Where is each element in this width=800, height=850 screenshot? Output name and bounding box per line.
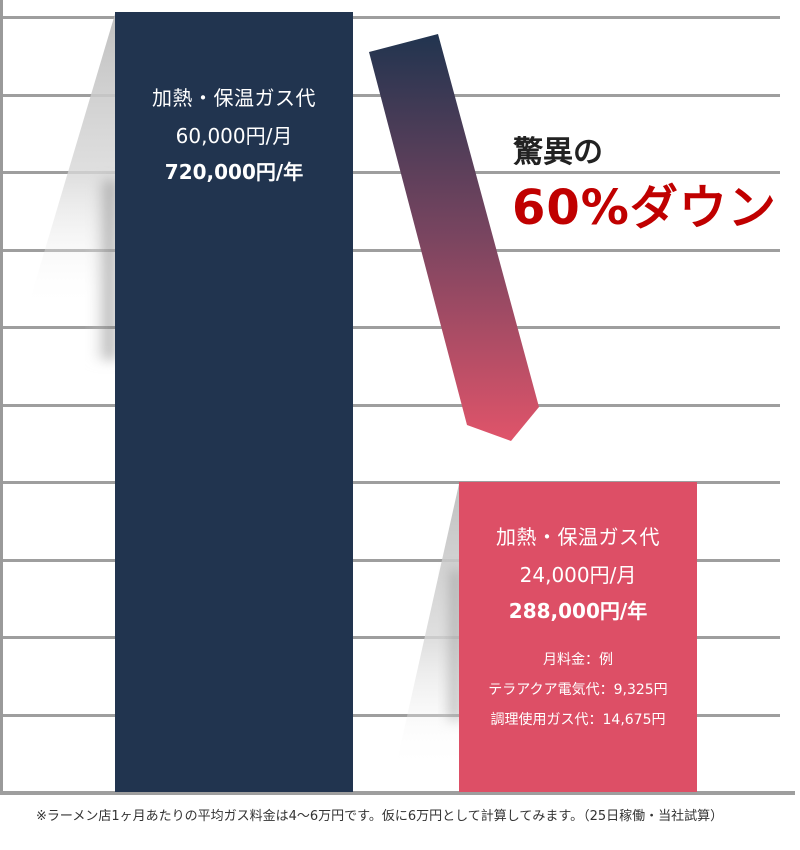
gridline — [3, 404, 780, 407]
bar-after-note-gas: 調理使用ガス代：14,675円 — [490, 712, 666, 728]
gridline — [3, 249, 780, 252]
gridline — [3, 559, 780, 562]
bar-after: 加熱・保温ガス代 24,000円/月 288,000円/年 月料金：例 テラアク… — [459, 482, 697, 792]
bar-before-monthly: 60,000円/月 — [175, 124, 293, 148]
y-axis-line — [0, 0, 3, 795]
bar-before: 加熱・保温ガス代 60,000円/月 720,000円/年 — [115, 12, 353, 792]
gridline — [3, 636, 780, 639]
gridline — [3, 171, 780, 174]
bar-after-title: 加熱・保温ガス代 — [496, 525, 660, 549]
bar-after-note-heading: 月料金：例 — [543, 652, 613, 668]
bar-after-note-electricity: テラアクア電気代：9,325円 — [488, 682, 668, 698]
callout-percentage: 60%ダウン — [512, 180, 777, 236]
bar-after-yearly: 288,000円/年 — [508, 599, 648, 623]
bar-after-monthly: 24,000円/月 — [519, 563, 637, 587]
footnote: ※ラーメン店1ヶ月あたりの平均ガス料金は4～6万円です。仮に6万円として計算して… — [36, 809, 724, 824]
gridline — [3, 481, 780, 484]
callout-heading: 驚異の — [513, 135, 603, 170]
down-arrow-icon — [369, 34, 539, 441]
x-axis-baseline — [0, 791, 795, 795]
bar-chart: 加熱・保温ガス代 60,000円/月 720,000円/年 加熱・保温ガス代 2… — [0, 0, 795, 795]
gridline — [3, 16, 780, 19]
gridline — [3, 714, 780, 717]
bar-before-yearly: 720,000円/年 — [164, 160, 304, 184]
bar-before-title: 加熱・保温ガス代 — [152, 86, 316, 110]
gridline — [3, 326, 780, 329]
